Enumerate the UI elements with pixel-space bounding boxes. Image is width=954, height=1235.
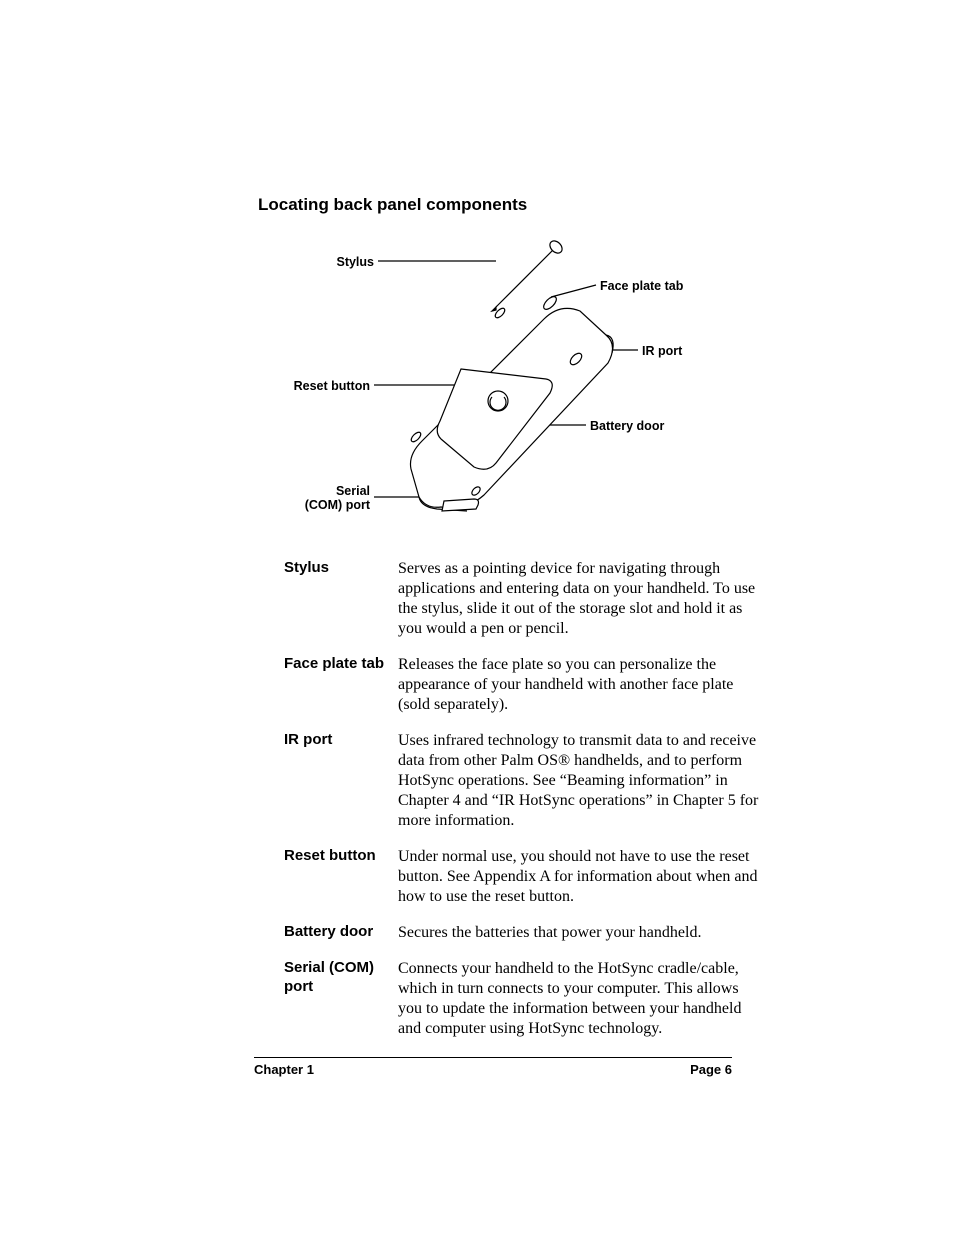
entry-face-plate-tab: Face plate tab Releases the face plate s… — [284, 655, 762, 715]
section-heading: Locating back panel components — [258, 195, 734, 215]
page: Locating back panel components Stylus Fa… — [0, 0, 954, 1235]
entry-term: Battery door — [284, 923, 398, 943]
footer-chapter: Chapter 1 — [254, 1062, 314, 1077]
entry-desc: Under normal use, you should not have to… — [398, 847, 762, 907]
entry-reset-button: Reset button Under normal use, you shoul… — [284, 847, 762, 907]
entry-serial-com-port: Serial (COM) port Connects your handheld… — [284, 959, 762, 1039]
footer-rule — [254, 1057, 732, 1058]
entry-term: Reset button — [284, 847, 398, 907]
entry-stylus: Stylus Serves as a pointing device for n… — [284, 559, 762, 639]
entry-desc: Secures the batteries that power your ha… — [398, 923, 762, 943]
definition-list: Stylus Serves as a pointing device for n… — [284, 559, 762, 1039]
entry-desc: Releases the face plate so you can perso… — [398, 655, 762, 715]
entry-term: IR port — [284, 731, 398, 831]
back-panel-diagram: Stylus Face plate tab IR port Reset butt… — [266, 239, 726, 529]
entry-battery-door: Battery door Secures the batteries that … — [284, 923, 762, 943]
entry-ir-port: IR port Uses infrared technology to tran… — [284, 731, 762, 831]
entry-desc: Uses infrared technology to transmit dat… — [398, 731, 762, 831]
entry-term: Stylus — [284, 559, 398, 639]
entry-desc: Connects your handheld to the HotSync cr… — [398, 959, 762, 1039]
footer-page-number: Page 6 — [690, 1062, 732, 1077]
entry-term: Serial (COM) port — [284, 959, 398, 1039]
entry-desc: Serves as a pointing device for navigati… — [398, 559, 762, 639]
device-illustration — [266, 239, 726, 529]
page-footer: Chapter 1 Page 6 — [254, 1062, 732, 1077]
entry-term: Face plate tab — [284, 655, 398, 715]
